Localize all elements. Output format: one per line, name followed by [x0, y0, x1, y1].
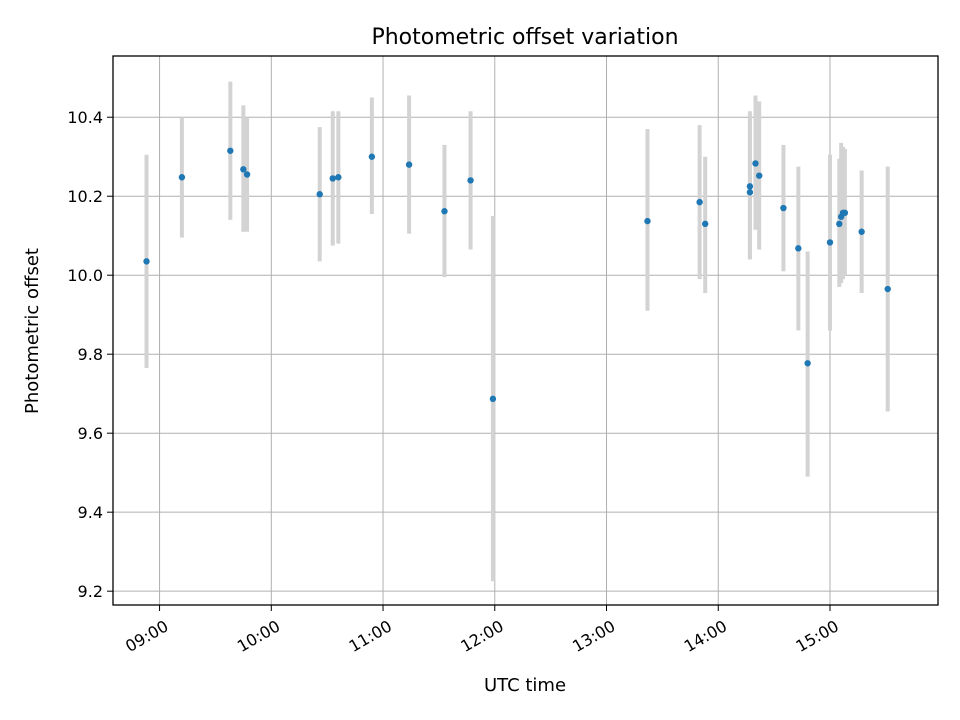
y-tick-label: 9.6 [78, 424, 103, 443]
data-point [826, 239, 834, 246]
data-point [836, 220, 843, 228]
y-tick-label: 9.2 [78, 582, 103, 601]
data-point [696, 198, 703, 206]
data-point [335, 174, 342, 181]
data-point [240, 166, 247, 173]
data-point [489, 395, 497, 403]
data-point [858, 228, 865, 235]
data-point [780, 204, 787, 212]
y-tick-label: 10.4 [67, 108, 103, 127]
grid-lines [113, 56, 938, 605]
data-point [143, 258, 150, 265]
data-point [884, 285, 891, 293]
data-point [467, 177, 474, 184]
x-axis-label: UTC time [484, 675, 566, 696]
data-point [368, 153, 376, 160]
y-axis-label: Photometric offset [22, 248, 43, 414]
data-point [702, 220, 709, 228]
data-point [746, 183, 754, 190]
data-point [329, 175, 336, 182]
y-tick-label: 9.8 [78, 345, 103, 364]
y-tick-label: 10.0 [67, 266, 103, 285]
data-point [752, 160, 759, 167]
y-tick-label: 9.4 [78, 503, 103, 522]
data-point [243, 171, 251, 178]
data-point [841, 209, 849, 217]
data-point [441, 208, 448, 215]
data-point [227, 147, 234, 154]
data-point [644, 217, 651, 225]
data-point [178, 174, 186, 181]
data-point [405, 161, 413, 168]
data-point [756, 172, 763, 179]
plot-frame [112, 55, 939, 606]
data-point [804, 360, 811, 367]
data-points [143, 147, 891, 403]
data-point [316, 191, 323, 198]
y-tick-label: 10.2 [67, 187, 103, 206]
data-point [746, 189, 754, 196]
data-point [795, 245, 802, 252]
y-axis-ticks: 9.2 9.4 9.6 9.8 10.0 10.2 10.4 [67, 108, 113, 601]
chart-title: Photometric offset variation [371, 25, 678, 50]
